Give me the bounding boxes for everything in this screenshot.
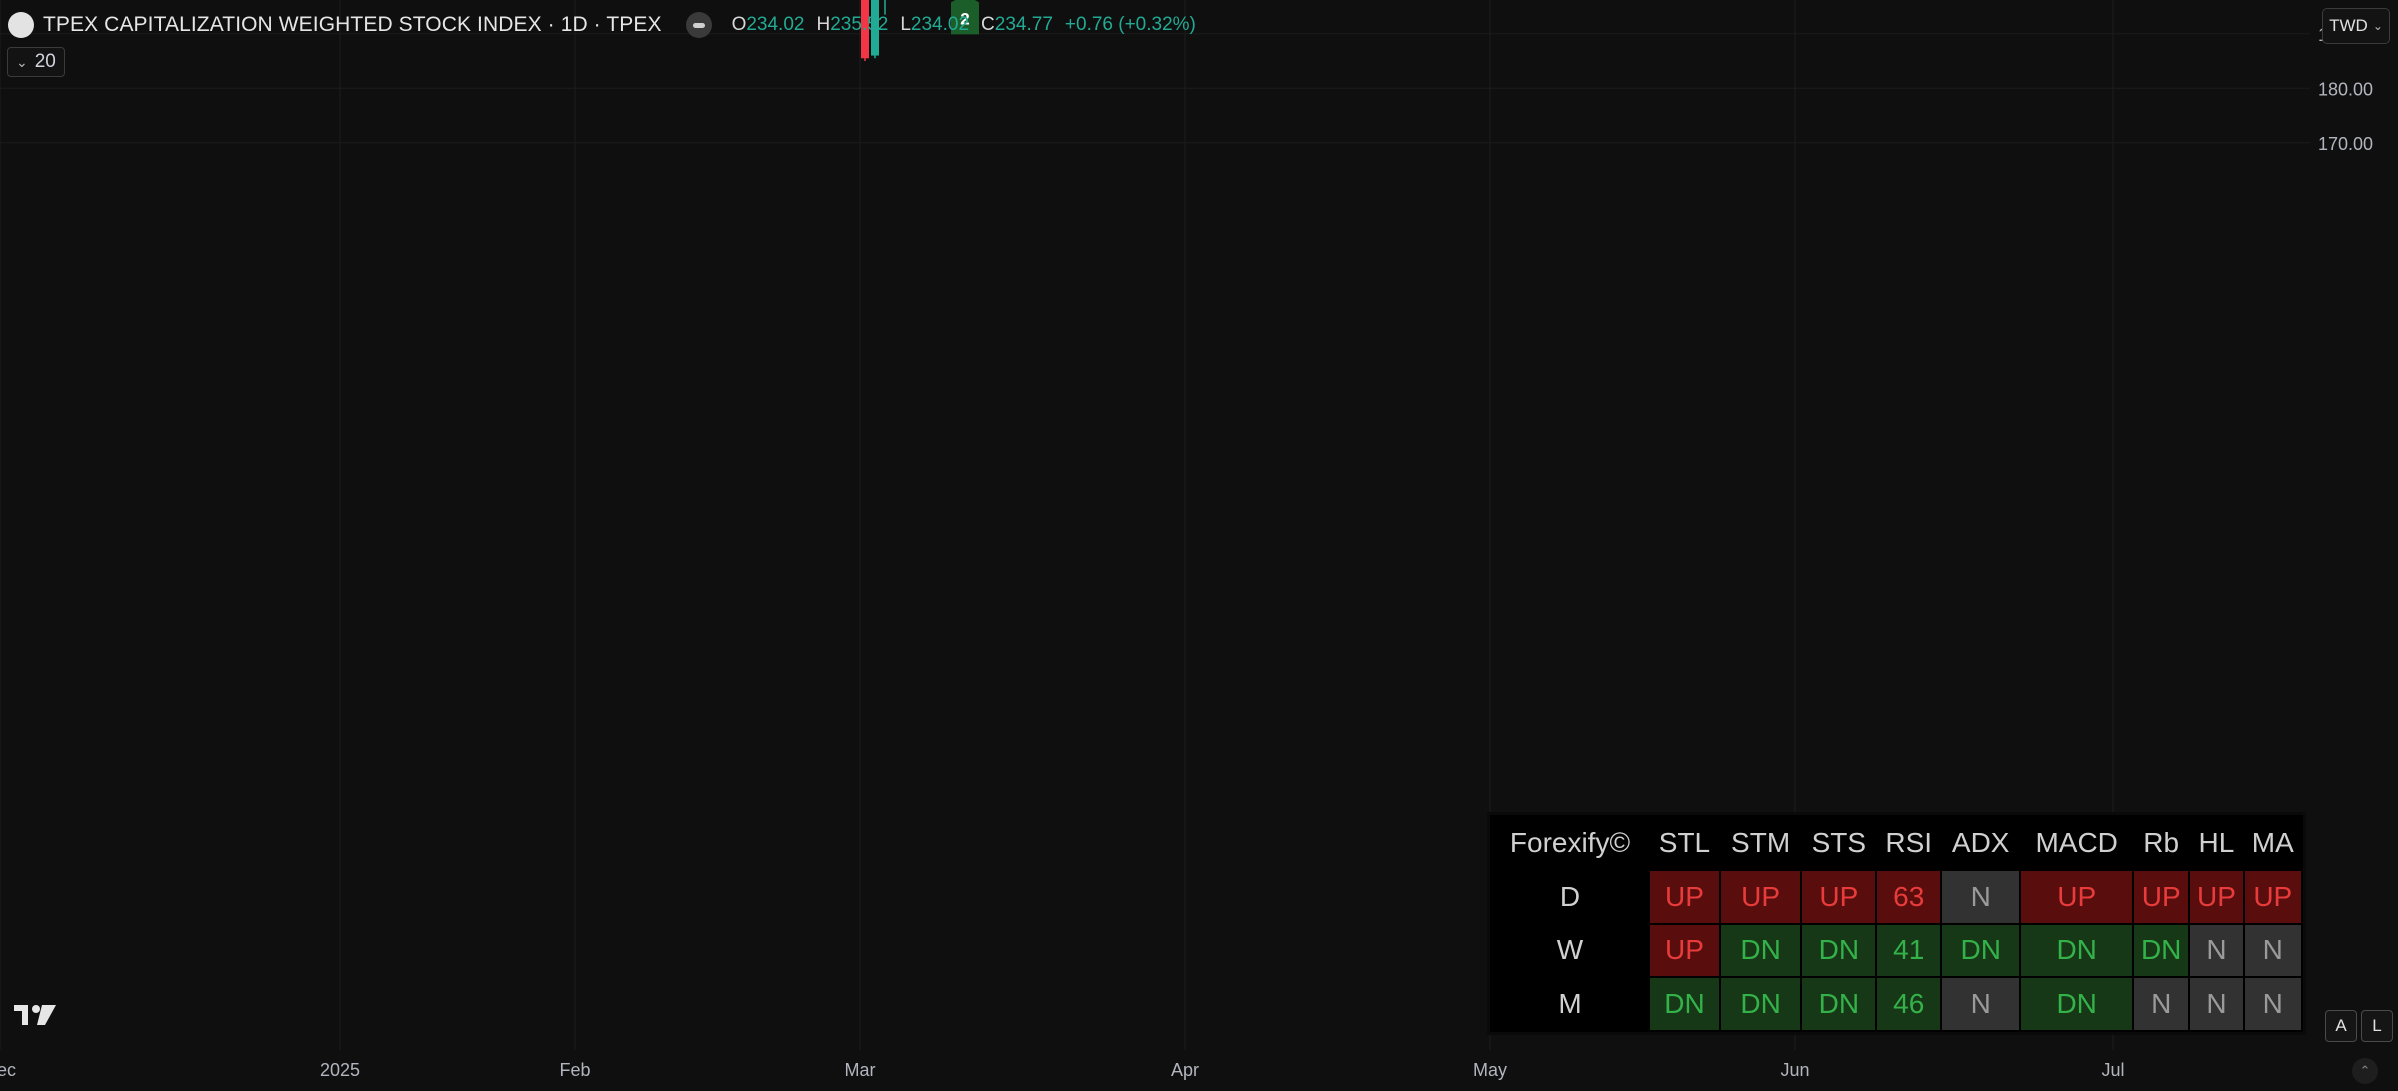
y-tick-label: 170.00 bbox=[2318, 134, 2373, 154]
x-tick-label: Dec bbox=[0, 1060, 16, 1080]
indicator-cell: N bbox=[2190, 978, 2243, 1030]
indicator-header: STL bbox=[1650, 817, 1719, 869]
x-tick-label: Jul bbox=[2101, 1060, 2124, 1080]
indicator-cell: UP bbox=[2244, 870, 2301, 923]
indicator-header: RSI bbox=[1877, 817, 1941, 869]
period-value: 20 bbox=[34, 51, 56, 72]
indicator-cell: DN bbox=[2021, 924, 2133, 977]
timeframe-label: M bbox=[1492, 978, 1648, 1030]
indicator-brand: Forexify© bbox=[1492, 817, 1648, 869]
x-tick-label: May bbox=[1473, 1060, 1507, 1080]
indicator-cell: UP bbox=[1650, 870, 1719, 923]
signal-label: 2 bbox=[960, 9, 969, 28]
indicator-cell: N bbox=[2134, 978, 2189, 1030]
timeframe-label: D bbox=[1492, 870, 1648, 923]
candlestick-series bbox=[861, 0, 886, 62]
indicator-cell: UP bbox=[1650, 924, 1719, 977]
indicator-header: STM bbox=[1720, 817, 1801, 869]
x-tick-label: 2025 bbox=[320, 1060, 360, 1080]
indicator-cell: N bbox=[1942, 978, 2020, 1030]
indicator-header: STS bbox=[1802, 817, 1876, 869]
chart-header: TPEX CAPITALIZATION WEIGHTED STOCK INDEX… bbox=[8, 10, 1196, 40]
indicator-header: Rb bbox=[2134, 817, 2189, 869]
y-tick-label: 180.00 bbox=[2318, 79, 2373, 99]
indicator-table: Forexify© STL STM STS RSI ADX MACD Rb HL MA D UP UP… bbox=[1487, 812, 2306, 1035]
x-tick-label: Mar bbox=[845, 1060, 876, 1080]
auto-scale-button[interactable]: A bbox=[2325, 1010, 2357, 1042]
hide-indicator-icon[interactable] bbox=[685, 12, 712, 38]
indicator-cell: DN bbox=[1720, 924, 1801, 977]
indicator-cell: N bbox=[2244, 978, 2301, 1030]
candle-body bbox=[871, 0, 879, 56]
indicator-cell: DN bbox=[2021, 978, 2133, 1030]
indicator-cell: DN bbox=[1802, 924, 1876, 977]
log-scale-button[interactable]: L bbox=[2361, 1010, 2393, 1042]
period-selector[interactable]: ⌄ 20 bbox=[7, 47, 65, 77]
indicator-header: ADX bbox=[1942, 817, 2020, 869]
candle-body bbox=[861, 0, 869, 59]
x-tick-label: Feb bbox=[559, 1060, 590, 1080]
chevron-down-icon: ⌄ bbox=[2372, 19, 2383, 33]
indicator-cell: N bbox=[2244, 924, 2301, 977]
indicator-cell: UP bbox=[2021, 870, 2133, 923]
indicator-cell: N bbox=[1942, 870, 2020, 923]
x-tick-label: Jun bbox=[1780, 1060, 1809, 1080]
indicator-cell: N bbox=[2190, 924, 2243, 977]
currency-value: TWD bbox=[2329, 16, 2368, 35]
indicator-cell: 63 bbox=[1877, 870, 1941, 923]
indicator-header: HL bbox=[2190, 817, 2243, 869]
buy-signal-marker bbox=[951, 0, 979, 35]
indicator-header: MA bbox=[2244, 817, 2301, 869]
indicator-cell: DN bbox=[1802, 978, 1876, 1030]
symbol-logo-icon[interactable] bbox=[8, 12, 34, 38]
low-value: 234.02 bbox=[910, 14, 970, 35]
high-value: 235.52 bbox=[830, 14, 889, 35]
indicator-cell: UP bbox=[1802, 870, 1876, 923]
change-value: +0.76 (+0.32%) bbox=[1064, 14, 1196, 35]
tradingview-logo-icon[interactable] bbox=[14, 1003, 62, 1027]
indicator-header: MACD bbox=[2021, 817, 2133, 869]
scroll-to-realtime-icon[interactable]: ⌃ bbox=[2352, 1058, 2378, 1084]
chevron-down-icon: ⌄ bbox=[16, 53, 28, 70]
open-value: 234.02 bbox=[746, 14, 805, 35]
signal-markers: 22111111222212 bbox=[951, 0, 979, 35]
currency-selector[interactable]: TWD ⌄ bbox=[2322, 8, 2390, 44]
indicator-cell: DN bbox=[2134, 924, 2189, 977]
indicator-cell: DN bbox=[1650, 978, 1719, 1030]
timeframe-label: W bbox=[1492, 924, 1648, 977]
indicator-cell: UP bbox=[2134, 870, 2189, 923]
ohlc-values: O234.02 H235.52 L234.02 C234.77 +0.76 (+… bbox=[731, 14, 1196, 35]
indicator-cell: DN bbox=[1942, 924, 2020, 977]
indicator-cell: UP bbox=[2190, 870, 2243, 923]
indicator-cell: 46 bbox=[1877, 978, 1941, 1030]
indicator-cell: UP bbox=[1720, 870, 1801, 923]
indicator-cell: 41 bbox=[1877, 924, 1941, 977]
x-tick-label: Apr bbox=[1171, 1060, 1199, 1080]
indicator-cell: DN bbox=[1720, 978, 1801, 1030]
symbol-title[interactable]: TPEX CAPITALIZATION WEIGHTED STOCK INDEX… bbox=[43, 13, 662, 36]
close-value: 234.77 bbox=[994, 14, 1053, 35]
